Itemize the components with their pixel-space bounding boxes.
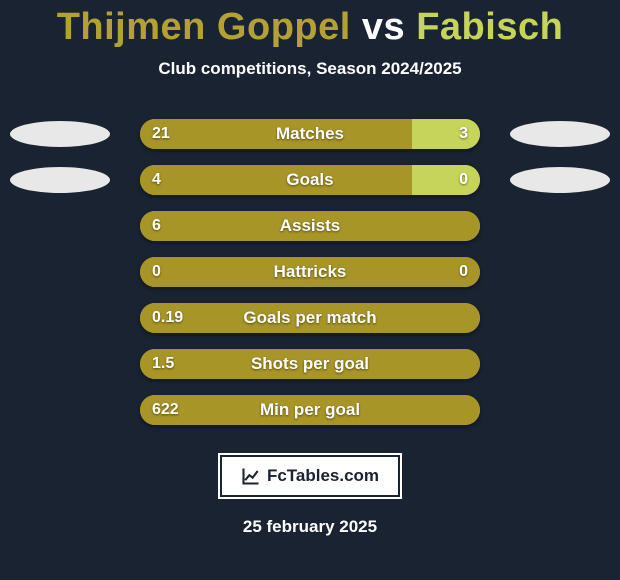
stat-bar: Shots per goal1.5 <box>140 349 480 379</box>
stat-label: Hattricks <box>140 257 480 287</box>
comparison-rows: Matches213Goals40Assists6Hattricks00Goal… <box>0 111 620 433</box>
stat-value-left: 4 <box>152 165 161 195</box>
stat-label: Min per goal <box>140 395 480 425</box>
title-player2: Fabisch <box>416 6 563 48</box>
player-ellipse-left <box>10 121 110 147</box>
stat-row: Matches21 3 <box>0 111 620 157</box>
stat-bar: Goals per match0.19 <box>140 303 480 333</box>
player-ellipse-left <box>10 167 110 193</box>
stat-bar: Goals4 0 <box>140 165 480 195</box>
stat-bar: Matches21 3 <box>140 119 480 149</box>
page-title: Thijmen Goppel vs Fabisch <box>0 0 620 49</box>
stat-row: Min per goal622 <box>0 387 620 433</box>
stat-value-left: 0 <box>152 257 161 287</box>
footer-brand-text: FcTables.com <box>267 466 379 486</box>
stat-value-right: 0 <box>459 165 468 195</box>
stat-row: Assists6 <box>0 203 620 249</box>
stat-value-left: 6 <box>152 211 161 241</box>
stat-bar: Assists6 <box>140 211 480 241</box>
stat-label: Matches <box>140 119 480 149</box>
stat-value-left: 21 <box>152 119 170 149</box>
stat-value-left: 0.19 <box>152 303 183 333</box>
chart-icon <box>241 466 261 486</box>
title-vs: vs <box>351 6 416 48</box>
stat-label: Goals per match <box>140 303 480 333</box>
stat-value-right: 3 <box>459 119 468 149</box>
title-player1: Thijmen Goppel <box>57 6 351 48</box>
stat-row: Hattricks0 0 <box>0 249 620 295</box>
stat-bar: Hattricks0 0 <box>140 257 480 287</box>
stat-label: Shots per goal <box>140 349 480 379</box>
stat-value-left: 622 <box>152 395 179 425</box>
player-ellipse-right <box>510 167 610 193</box>
stat-row: Shots per goal1.5 <box>0 341 620 387</box>
stat-bar: Min per goal622 <box>140 395 480 425</box>
date-text: 25 february 2025 <box>0 517 620 537</box>
subtitle: Club competitions, Season 2024/2025 <box>0 59 620 79</box>
stat-label: Assists <box>140 211 480 241</box>
footer-brand-badge: FcTables.com <box>220 455 400 497</box>
stat-label: Goals <box>140 165 480 195</box>
stat-row: Goals per match0.19 <box>0 295 620 341</box>
stat-value-right: 0 <box>459 257 468 287</box>
stat-row: Goals4 0 <box>0 157 620 203</box>
player-ellipse-right <box>510 121 610 147</box>
stat-value-left: 1.5 <box>152 349 174 379</box>
